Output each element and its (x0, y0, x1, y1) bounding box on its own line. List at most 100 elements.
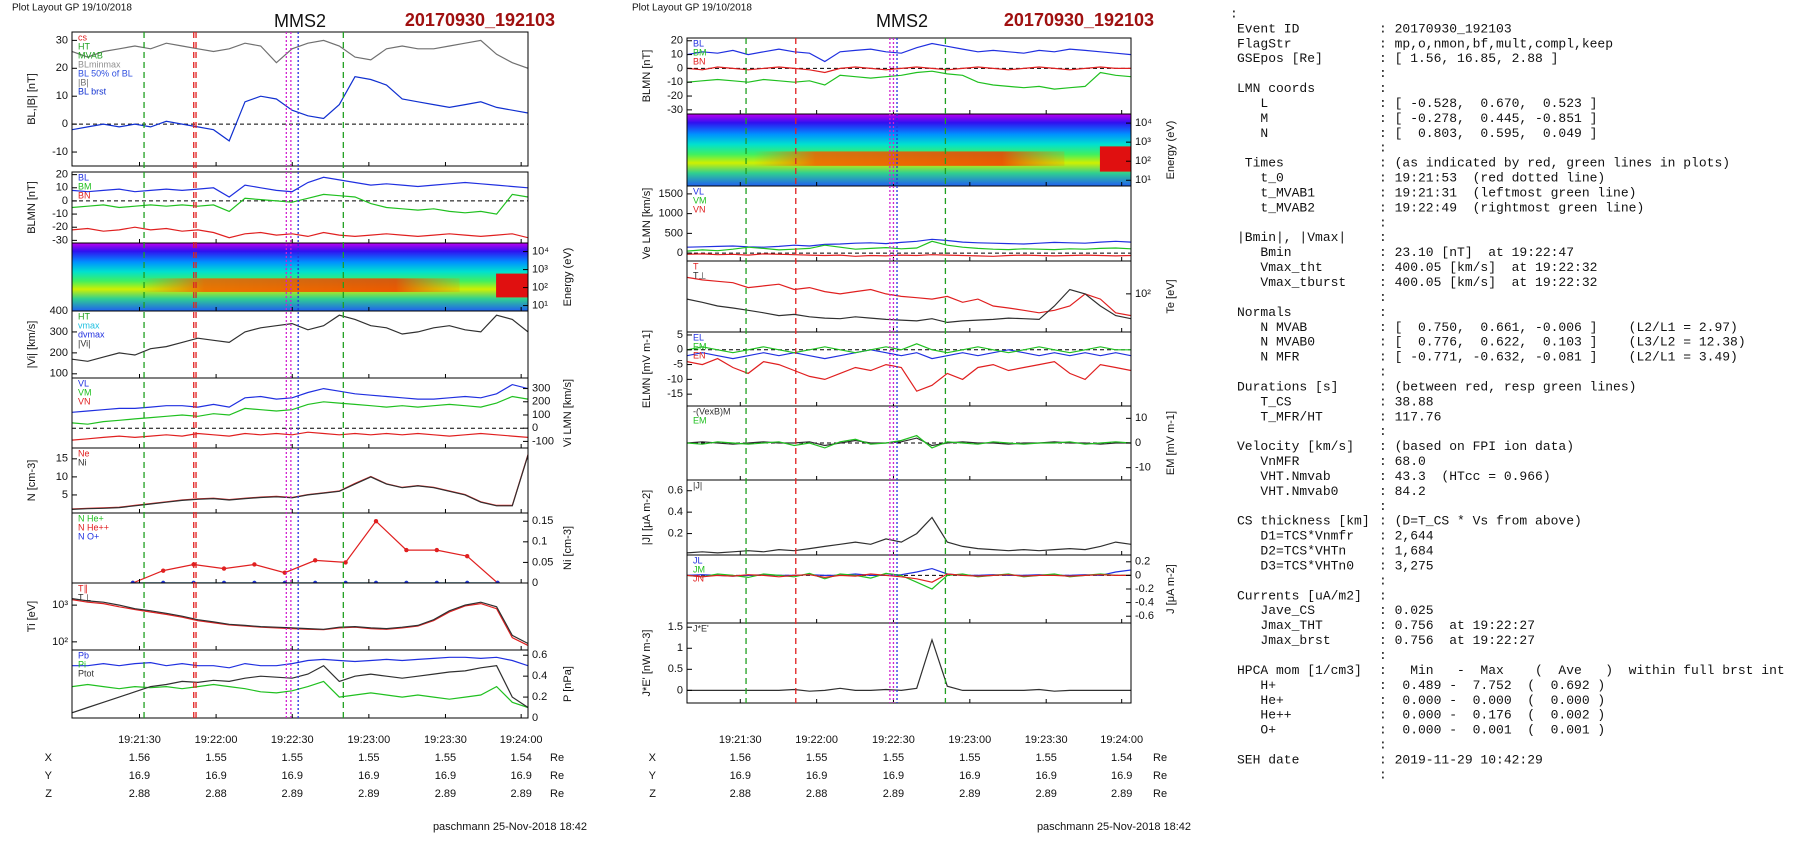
info-value: : (1379, 230, 1387, 245)
info-value: : (1379, 305, 1387, 320)
x-tick-label: 19:24:00 (500, 734, 543, 746)
info-value: : (1379, 767, 1387, 782)
info-lead: : (1230, 6, 1238, 21)
info-value: : 0.756 at 19:22:27 (1379, 633, 1535, 648)
position-value: 2.89 (1035, 788, 1056, 800)
y-tick-label: 0.2 (1135, 556, 1150, 568)
trace (72, 599, 528, 646)
trace (72, 431, 528, 441)
event-title: 20170930_192103 (405, 10, 555, 30)
y-tick-label: 0.5 (668, 663, 683, 675)
position-value: 1.55 (205, 752, 226, 764)
trace (687, 343, 1131, 354)
position-value: 16.9 (282, 770, 303, 782)
y-axis-label: P [nPa] (562, 666, 574, 702)
trace (72, 226, 528, 239)
y-tick-label: -30 (52, 234, 68, 246)
info-value: : 0.489 - 7.752 ( 0.692 ) (1379, 678, 1605, 693)
position-value: 16.9 (806, 770, 827, 782)
trace (687, 516, 1131, 554)
trace (687, 42, 1131, 63)
x-tick-label: 19:22:00 (195, 734, 238, 746)
position-unit: Re (1153, 770, 1167, 782)
trace (72, 598, 528, 645)
legend-entry: BM (78, 181, 92, 191)
position-unit: Re (1153, 752, 1167, 764)
y-axis-label: Te [eV] (1165, 279, 1177, 313)
info-value: : 0.025 (1379, 603, 1434, 618)
info-key: FlagStr (1237, 36, 1292, 51)
trace (687, 349, 1131, 360)
y-tick-label: 0 (62, 195, 68, 207)
y-tick-label: 0 (1135, 569, 1141, 581)
y-tick-label: 0 (1135, 437, 1141, 449)
content: Plot Layout GP 19/10/2018 MMS2 20170930_19… (12, 3, 1785, 833)
legend-entry: |J| (693, 480, 702, 490)
y-tick-label: 0 (62, 118, 68, 130)
info-value: : 3,275 (1379, 558, 1434, 573)
y-tick-label: 10² (532, 281, 548, 293)
y-tick-label: 0 (532, 712, 538, 724)
legend-entry: EL (693, 332, 704, 342)
traces (72, 39, 528, 142)
info-value: : Min - Max ( Ave ) within full brst int (1379, 663, 1785, 678)
info-key: N (1237, 126, 1268, 141)
position-value: 1.55 (358, 752, 379, 764)
trace (687, 238, 1131, 248)
legend-entry: T⊥ (693, 270, 706, 280)
legend-entry: dvmax (78, 329, 105, 339)
info-key: VHT.Nmvab0 (1237, 484, 1338, 499)
x-tick-label: 19:22:30 (271, 734, 314, 746)
y-tick-label: 0 (532, 577, 538, 589)
y-tick-label: -10 (52, 208, 68, 220)
legend-entry: BN (78, 190, 91, 200)
legend-entry: N He+ (78, 513, 104, 523)
info-value: : [ 0.776, 0.622, 0.103 ] (L3/L2 = 12.38… (1379, 335, 1746, 350)
info-value: : (1379, 290, 1387, 305)
y-axis-label: EM [mV m-1] (1165, 411, 1177, 475)
info-key: Jmax_THT (1237, 618, 1323, 633)
y-axis-label: Energy (eV) (562, 248, 574, 307)
legend-entry: VN (78, 396, 91, 406)
y-tick-label: 15 (56, 453, 68, 465)
trace (72, 383, 528, 413)
trace (687, 434, 1131, 449)
info-value: : [ 0.750, 0.661, -0.006 ] (L2/L1 = 2.97… (1379, 320, 1738, 335)
legend-entry: BL brst (78, 86, 107, 96)
position-value: 16.9 (435, 770, 456, 782)
info-key: D3=TCS*VHTn0 (1237, 558, 1354, 573)
spectrogram (687, 114, 1131, 186)
info-value: : 0.756 at 19:22:27 (1379, 618, 1535, 633)
y-tick-label: 400 (50, 305, 68, 317)
spectrogram-band (753, 151, 1065, 166)
info-value: : (1379, 141, 1387, 156)
y-tick-label: 10¹ (532, 299, 548, 311)
traces (72, 314, 528, 362)
info-value: : [ -0.278, 0.445, -0.851 ] (1379, 111, 1597, 126)
info-value: : [ -0.528, 0.670, 0.523 ] (1379, 96, 1597, 111)
y-tick-label: 10⁴ (532, 245, 549, 257)
legend-entry: BN (693, 56, 706, 66)
info-value: : (1379, 573, 1387, 588)
spectrogram (72, 243, 528, 311)
y-tick-label: 0.6 (668, 485, 683, 497)
info-value: : 84.2 (1379, 484, 1426, 499)
y-tick-label: -0.2 (1135, 583, 1154, 595)
traces (72, 383, 528, 441)
trace (72, 664, 528, 714)
trace (687, 437, 1131, 447)
info-value: : 43.3 (HTcc = 0.966) (1379, 469, 1551, 484)
info-key: Times (1237, 156, 1284, 171)
position-value: 1.55 (883, 752, 904, 764)
info-value: : 68.0 (1379, 454, 1426, 469)
event-title: 20170930_192103 (1004, 10, 1154, 30)
position-value: 16.9 (1111, 770, 1132, 782)
legend-entry: VN (693, 204, 706, 214)
traces (72, 656, 528, 714)
y-tick-label: 300 (532, 382, 550, 394)
position-value: 16.9 (129, 770, 150, 782)
probe-title: MMS2 (876, 11, 928, 31)
info-key: HPCA mom [1/cm3] (1237, 663, 1362, 678)
y-tick-label: 1.5 (668, 621, 683, 633)
legend-entry: Ni (78, 457, 87, 467)
